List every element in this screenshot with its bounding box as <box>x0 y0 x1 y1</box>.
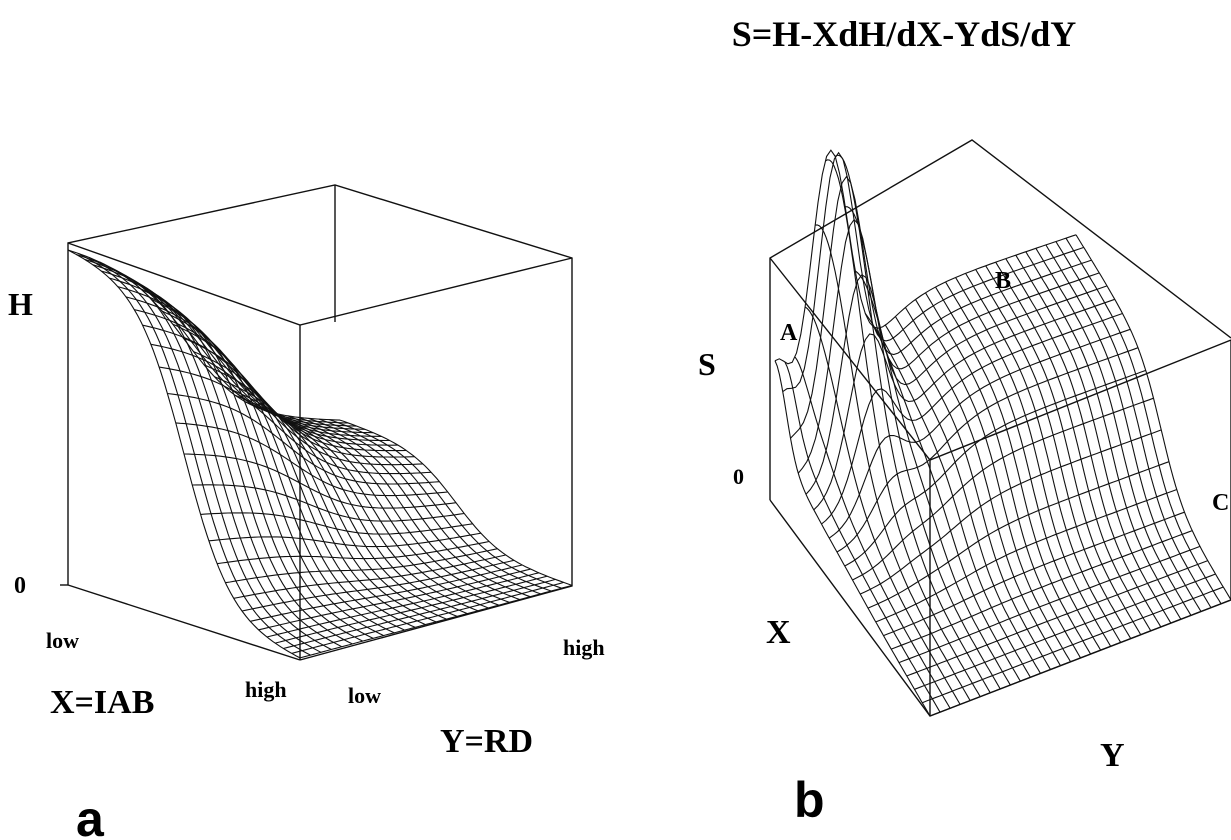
surface-mesh-line-a <box>117 286 390 442</box>
surface-mesh-line-b <box>845 206 1001 690</box>
surface-mesh-line-a <box>182 337 416 628</box>
surface-mesh-line-a <box>100 270 374 434</box>
surface-mesh-line-a <box>339 419 573 586</box>
surface-mesh-line-a <box>224 386 458 617</box>
region-label-a: A <box>780 320 798 346</box>
surface-mesh-line-b <box>883 511 1185 637</box>
x-axis-label-a: X=IAB <box>50 684 154 721</box>
surface-mesh-line-b <box>898 545 1201 664</box>
surface-mesh-line-b <box>854 270 1011 686</box>
surface-mesh-line-a <box>109 266 343 648</box>
surface-mesh-line-b <box>815 224 971 701</box>
x-low-label-a: low <box>46 628 79 653</box>
surface-mesh-line-b <box>995 261 1152 631</box>
surface-mesh-line-a <box>266 410 499 606</box>
surface-mesh-line-b <box>1025 251 1182 620</box>
surface-mesh-line-a <box>140 288 374 639</box>
surface-mesh-line-a <box>298 416 531 598</box>
panel-b: S 0 A B C X Y b <box>698 139 1231 828</box>
surface-mesh-line-b <box>864 313 1021 682</box>
surface-mesh-line-b <box>965 273 1122 643</box>
surface-mesh-line-b <box>1005 258 1162 628</box>
surface-mesh-line-b <box>935 286 1091 655</box>
region-label-b: B <box>995 268 1011 294</box>
surface-mesh-line-b <box>1075 234 1231 601</box>
surface-mesh-line-b <box>985 265 1142 635</box>
bounding-box-b <box>769 139 1231 717</box>
z-zero-tick-a: 0 <box>14 573 26 599</box>
surface-mesh-line-a <box>84 258 357 427</box>
panel-label-b: b <box>794 772 825 828</box>
surface-mesh-line-b <box>844 369 1146 567</box>
surface-mesh-line-b <box>904 307 1061 666</box>
surface-mesh-line-b <box>891 530 1193 650</box>
surface-mesh-a <box>67 249 573 659</box>
z-axis-label-a: H <box>8 286 33 322</box>
panel-a: H 0 low high X=IAB low high Y=RD a <box>8 184 605 840</box>
y-low-label-a: low <box>348 683 381 708</box>
surface-mesh-line-b <box>1045 244 1202 612</box>
surface-mesh-line-a <box>109 277 382 437</box>
surface-mesh-line-a <box>203 364 437 623</box>
surface-mesh-line-b <box>1035 248 1192 616</box>
surface-mesh-line-a <box>151 299 384 637</box>
y-axis-label-a: Y=RD <box>440 723 533 760</box>
surface-mesh-line-a <box>256 406 489 609</box>
surface-mesh-line-a <box>277 413 510 603</box>
surface-mesh-line-b <box>874 327 1031 678</box>
x-high-label-a: high <box>245 677 287 702</box>
surface-mesh-line-b <box>784 361 941 713</box>
z-axis-label-b: S <box>698 346 716 382</box>
surface-mesh-line-b <box>804 306 961 705</box>
surface-mesh-line-a <box>67 249 301 659</box>
panel-label-a: a <box>76 791 105 840</box>
region-label-c: C <box>1212 490 1229 516</box>
surface-mesh-line-a <box>318 418 552 592</box>
surface-mesh-line-b <box>975 269 1132 639</box>
surface-mesh-line-a <box>193 351 426 626</box>
surface-mesh-line-b <box>1015 254 1172 624</box>
surface-mesh-line-b <box>945 281 1102 651</box>
equation-title: S=H-XdH/dX-YdS/dY <box>732 14 1077 54</box>
surface-mesh-line-a <box>214 376 447 620</box>
y-axis-label-b: Y <box>1100 737 1125 774</box>
surface-mesh-line-b <box>1055 241 1212 608</box>
surface-mesh-line-b <box>925 292 1081 659</box>
surface-mesh-line-b <box>824 159 981 697</box>
surface-mesh-line-a <box>161 310 395 634</box>
surface-mesh-line-b <box>794 356 951 709</box>
surface-mesh-line-a <box>172 323 405 631</box>
surface-mesh-line-b <box>915 299 1071 662</box>
surface-mesh-line-b <box>834 154 991 693</box>
surface-mesh-line-a <box>78 253 311 656</box>
surface-mesh-line-a <box>287 415 520 601</box>
surface-mesh-line-b <box>884 324 1041 674</box>
surface-mesh-line-a <box>76 253 349 424</box>
z-zero-tick-b: 0 <box>733 464 744 489</box>
surface-mesh-line-b <box>955 277 1112 647</box>
surface-mesh-line-a <box>99 261 332 650</box>
surface-mesh-line-a <box>308 417 541 595</box>
surface-mesh-line-a <box>150 343 423 466</box>
surface-mesh-line-a <box>130 280 364 642</box>
surface-mesh-line-a <box>88 256 322 653</box>
surface-mesh-b <box>774 149 1231 717</box>
surface-mesh-line-a <box>217 540 490 565</box>
bounding-box-a <box>60 184 573 661</box>
surface-mesh-line-a <box>329 419 562 589</box>
surface-mesh-line-b <box>774 360 931 717</box>
surface-mesh-line-b <box>894 316 1051 670</box>
y-high-label-a: high <box>563 635 605 660</box>
surface-mesh-line-a <box>183 453 457 509</box>
x-axis-label-b: X <box>766 614 791 651</box>
surface-mesh-line-b <box>1065 237 1222 604</box>
